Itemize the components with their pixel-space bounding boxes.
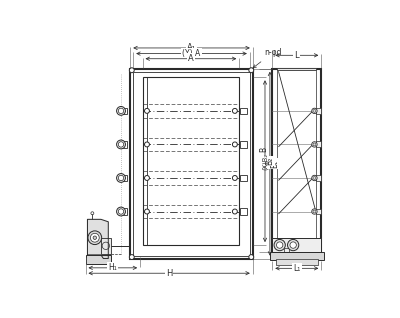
Circle shape xyxy=(312,142,317,147)
Bar xyxy=(270,252,324,260)
Bar xyxy=(240,141,247,148)
Text: L₁: L₁ xyxy=(293,264,300,273)
Circle shape xyxy=(312,209,317,214)
Circle shape xyxy=(118,142,124,147)
Circle shape xyxy=(129,68,134,73)
Circle shape xyxy=(232,108,237,113)
Circle shape xyxy=(144,108,150,113)
Circle shape xyxy=(117,174,126,183)
Bar xyxy=(86,255,111,264)
Bar xyxy=(316,142,321,147)
Bar xyxy=(284,248,289,252)
Circle shape xyxy=(290,242,296,248)
Circle shape xyxy=(232,176,237,180)
Bar xyxy=(276,259,318,265)
Bar xyxy=(133,72,250,256)
Text: B: B xyxy=(259,146,268,151)
Circle shape xyxy=(232,209,237,214)
Text: H: H xyxy=(166,269,172,278)
Text: A: A xyxy=(188,54,194,63)
Circle shape xyxy=(117,140,126,149)
Circle shape xyxy=(313,210,316,213)
Circle shape xyxy=(117,207,126,216)
Text: (X)B₂: (X)B₂ xyxy=(262,153,268,170)
Circle shape xyxy=(313,143,316,146)
Circle shape xyxy=(90,233,99,242)
Bar xyxy=(124,141,127,148)
Circle shape xyxy=(144,142,150,147)
Bar xyxy=(240,108,247,114)
Bar xyxy=(277,67,316,70)
Circle shape xyxy=(232,142,237,147)
Circle shape xyxy=(93,236,96,239)
Circle shape xyxy=(276,242,283,248)
Bar xyxy=(316,108,321,114)
Bar xyxy=(101,238,111,254)
Text: H₁: H₁ xyxy=(108,263,117,272)
Circle shape xyxy=(118,175,124,181)
Bar xyxy=(316,175,321,181)
Text: (Y) A: (Y) A xyxy=(182,49,201,58)
Text: L: L xyxy=(294,51,299,60)
Polygon shape xyxy=(88,219,108,259)
Bar xyxy=(316,209,321,214)
Circle shape xyxy=(312,175,317,181)
Circle shape xyxy=(118,108,124,114)
Bar xyxy=(272,69,321,252)
Bar xyxy=(124,108,127,114)
Bar xyxy=(272,238,321,252)
Circle shape xyxy=(129,255,134,259)
Bar xyxy=(277,70,316,247)
Bar xyxy=(124,208,127,215)
Circle shape xyxy=(144,176,150,180)
Bar xyxy=(130,69,253,259)
Bar xyxy=(124,175,127,181)
Circle shape xyxy=(313,109,316,112)
Text: B₂: B₂ xyxy=(265,157,274,165)
Circle shape xyxy=(274,239,285,251)
Circle shape xyxy=(88,231,102,245)
Circle shape xyxy=(117,107,126,115)
Circle shape xyxy=(249,68,254,73)
Text: A₁: A₁ xyxy=(187,44,196,52)
Circle shape xyxy=(313,176,316,179)
Bar xyxy=(142,77,239,245)
Bar xyxy=(240,208,247,215)
Bar xyxy=(240,175,247,181)
Text: B₁: B₁ xyxy=(270,160,279,168)
Circle shape xyxy=(288,239,299,251)
Circle shape xyxy=(144,209,150,214)
Circle shape xyxy=(118,209,124,214)
Text: n-φd: n-φd xyxy=(253,48,281,68)
Circle shape xyxy=(312,108,317,114)
Circle shape xyxy=(249,255,254,259)
